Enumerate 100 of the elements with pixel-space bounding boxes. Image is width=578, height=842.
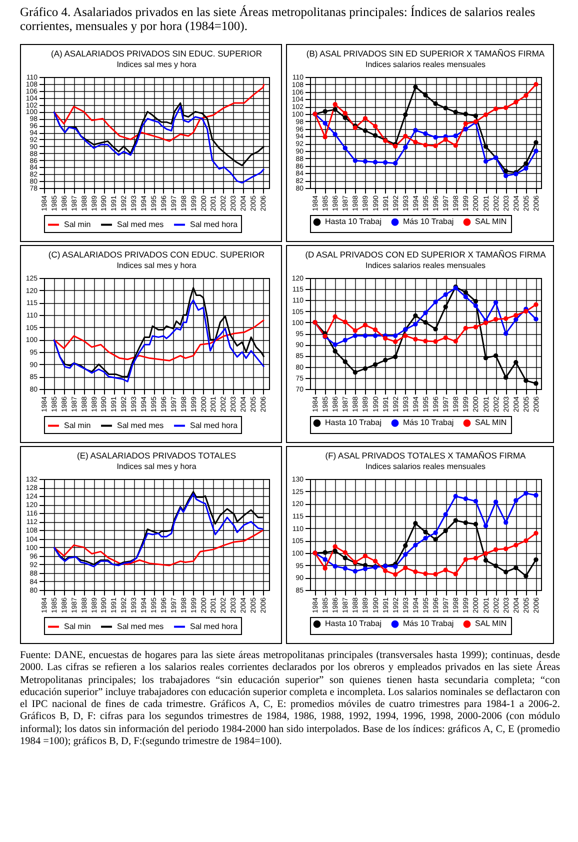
point [443,528,448,534]
legend-label: SAL MIN [475,418,507,428]
point [362,566,368,572]
point [453,143,458,148]
point [493,316,498,322]
point [493,547,498,552]
point [493,563,498,568]
point [423,131,428,136]
point [362,333,368,338]
point [473,556,478,561]
point [473,522,478,526]
point [352,158,358,163]
point [463,126,468,132]
legend-label: Sal min [64,420,91,430]
point [352,568,358,574]
legend-label: Sal med hora [190,220,238,229]
legend-label: Sal med mes [117,220,164,229]
point [413,140,418,144]
point [382,160,388,165]
point [423,571,428,576]
point [403,552,408,557]
chart-title: (D ASAL PRIVADOS CON ED SUPERIOR X TAMAÑOS FIRMA [305,250,546,260]
point [403,333,408,338]
point [443,512,448,517]
point [534,148,538,154]
point [463,496,468,502]
point [493,106,498,112]
point [483,144,488,149]
point [393,333,398,338]
point [352,328,358,333]
point [473,324,478,330]
point [453,110,458,114]
legend-label: Sal med mes [117,420,164,430]
point [342,320,348,324]
chart-subtitle: Indices sal mes y hora [116,462,197,471]
point [332,348,338,354]
point [362,322,368,328]
point [413,569,418,574]
point [423,530,428,534]
point [463,294,468,300]
chart-title: (A) ASALARIADOS PRIVADOS SIN EDUC. SUPERIOR [51,48,262,58]
point [423,142,428,148]
legend-label: Hasta 10 Trabaj [325,217,382,226]
source-note: Fuente: DANE, encuestas de hogares para las siete áreas metropolitanas principales (transversales hasta 1999); continuas, desde 2000. Las cifras se refieren a los salarios reales corrientes declarados por los obreros y empleados privados en las siete Áreas Metropolitanas principales; los trabajadores “sin educación superior” son quienes tienen hasta secundaria completa; “con educación superior” incluye trabajadores con educación superior completa e incompleta. Los salarios nominales se deflactaron con el IPC nacional de fines de cada trimestre. Gráficos A, C, E: promedios móviles de cuatro trimestres para 1984-1 a 2006-2. Gráficos B, D, F: cifras para los segundos trimestres de 1984, 1986, 1988, 1992, 1994, 1996, 1998, 2000-2006 (con módulo informal); los datos sin información del periodo 1984-2000 han sido interpolados. Base de los índices: gráficos A, C, E (promedio 1984 =100); gráficos B, D, F:(segundo trimestre de 1984=100). [20,650,560,748]
point [514,565,518,570]
point [433,530,438,536]
point [423,536,428,541]
point [342,550,348,555]
point [332,544,338,549]
point [423,338,428,344]
point [463,290,468,295]
point [453,133,458,138]
point [423,310,428,316]
point [342,115,348,120]
point [413,313,418,318]
point [382,358,388,362]
point [332,132,338,137]
point [504,331,508,336]
point [433,143,438,148]
point [372,558,378,564]
legend-label: Hasta 10 Trabaj [325,619,382,628]
legend-label: Más 10 Trabaj [403,217,454,226]
point [443,335,448,340]
point [433,134,438,140]
point [524,161,528,166]
legend-label: Sal min [64,622,91,631]
point [463,326,468,331]
point [413,322,418,327]
point [534,302,538,307]
point [473,498,478,504]
legend-label: Hasta 10 Trabaj [325,418,382,428]
point [393,564,398,569]
point [342,359,348,364]
point [413,521,418,526]
point [483,551,488,556]
point [393,572,398,577]
text: Gráfico 4. Asalariados privados en las siete Áreas metropolitanas principales: Índices de salarios reales corrientes, mensuales y por hora (1984=100). [20,5,536,33]
point [524,538,528,544]
point [372,362,378,367]
point [423,92,428,98]
point [372,124,378,129]
legend-label: SAL MIN [475,217,507,226]
point [372,160,378,164]
point [463,121,468,126]
point [493,353,498,358]
point [372,327,378,332]
point [524,308,528,314]
point [342,110,348,116]
chart-subtitle: Indices sal mes y hora [116,60,197,69]
point [504,375,508,380]
point [322,557,328,562]
legend-label: Sal med hora [190,622,238,631]
point [362,159,368,164]
point [453,494,458,499]
point [382,568,388,574]
point [433,537,438,542]
point [443,106,448,110]
point [504,520,508,525]
point [463,557,468,562]
legend-label: Sal min [64,220,91,229]
